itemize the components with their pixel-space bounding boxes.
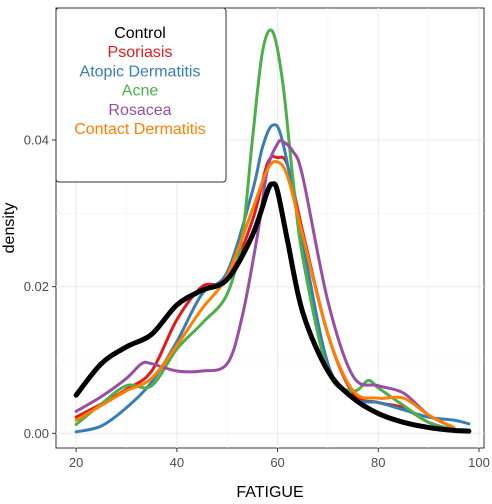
legend-entry-atopic-dermatitis: Atopic Dermatitis [80, 63, 201, 80]
legend-entry-acne: Acne [122, 83, 159, 100]
y-tick-label: 0.02 [24, 279, 49, 294]
x-tick-label: 60 [270, 455, 284, 470]
y-axis: 0.00 0.02 0.04 [24, 133, 56, 441]
legend-entry-psoriasis: Psoriasis [108, 44, 173, 61]
x-tick-label: 80 [371, 455, 385, 470]
y-tick-label: 0.00 [24, 426, 49, 441]
legend-box [55, 7, 227, 183]
legend-entry-rosacea: Rosacea [108, 102, 171, 119]
x-tick-label: 20 [69, 455, 83, 470]
x-axis-title: FATIGUE [236, 484, 303, 501]
y-tick-label: 0.04 [24, 133, 49, 148]
x-tick-label: 100 [468, 455, 490, 470]
x-axis: 20 40 60 80 100 [69, 448, 490, 470]
series-line-contact-dermatitis [74, 160, 456, 429]
y-axis-title: density [1, 203, 18, 254]
series-line-control [73, 181, 472, 434]
x-tick-label: 40 [170, 455, 184, 470]
legend: Control Psoriasis Atopic Dermatitis Acne Ros… [55, 7, 227, 183]
series-layer [73, 28, 472, 434]
series-line-atopic-dermatitis [74, 123, 471, 434]
legend-entry-contact-dermatitis: Contact Dermatitis [74, 121, 206, 138]
legend-entry-control: Control [114, 25, 166, 42]
